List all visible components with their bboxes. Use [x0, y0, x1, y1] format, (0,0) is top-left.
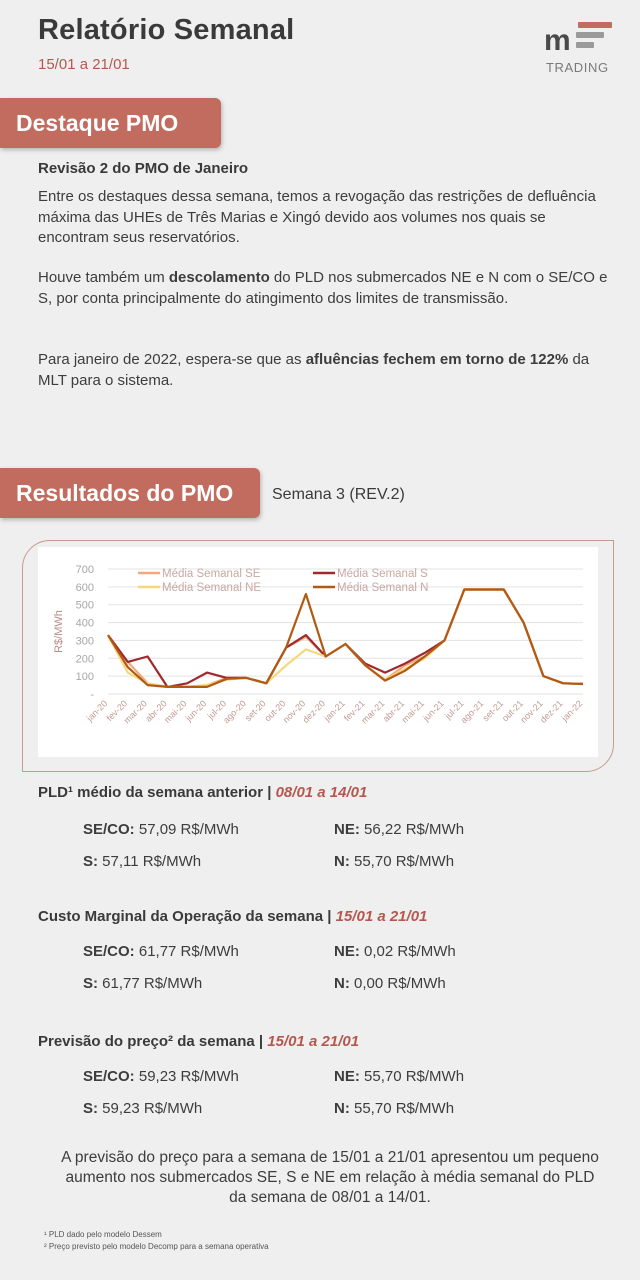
y-tick-label: 700 — [76, 564, 94, 576]
cmo-n: N: 0,00 R$/MWh — [334, 975, 446, 992]
previsao-ne: NE: 55,70 R$/MWh — [334, 1068, 465, 1085]
destaque-bold-descolamento: descolamento — [168, 269, 270, 286]
pld-chart: -100 200 300 400 500 600 700 R$/MWh jan-20 fev-20… — [38, 547, 598, 757]
trading-logo: m TRADING — [538, 18, 618, 78]
legend-label: Média Semanal N — [337, 582, 428, 594]
x-tick-label: dez-20 — [301, 698, 328, 725]
pld-chart-svg: -100200300400500600700R$/MWhjan-20fev-20… — [53, 564, 584, 726]
cmo-ne: NE: 0,02 R$/MWh — [334, 943, 456, 960]
chart-card-frame — [22, 540, 614, 772]
pld-ne: NE: 56,22 R$/MWh — [334, 821, 465, 838]
y-tick-label: 500 — [76, 600, 94, 612]
destaque-paragraph-2: Houve também um descolamento do PLD nos … — [38, 269, 608, 307]
y-tick-label: 400 — [76, 618, 94, 630]
y-axis-label: R$/MWh — [53, 610, 65, 653]
logo-mark: m — [544, 24, 571, 57]
pld-seco: SE/CO: 57,09 R$/MWh — [83, 821, 239, 838]
legend-label: Média Semanal S — [337, 568, 428, 580]
revisao-title: Revisão 2 do PMO de Janeiro — [38, 160, 249, 177]
x-tick-label: mai-20 — [162, 698, 189, 725]
destaque-paragraph-1: Entre os destaques dessa semana, temos a… — [38, 188, 596, 246]
x-tick-label: dez-21 — [538, 698, 565, 725]
logo-bar-middle — [576, 32, 604, 38]
footnote-2: ² Preço previsto pelo modelo Decomp para… — [44, 1242, 269, 1251]
footnote-1: ¹ PLD dado pelo modelo Dessem — [44, 1230, 162, 1239]
destaque-bold-afluencias: afluências fechem em torno de 122% — [305, 351, 569, 368]
y-tick-label: 600 — [76, 582, 94, 594]
legend-label: Média Semanal SE — [162, 568, 261, 580]
cmo-seco: SE/CO: 61,77 R$/MWh — [83, 943, 239, 960]
previsao-n: N: 55,70 R$/MWh — [334, 1100, 455, 1117]
legend-label: Média Semanal NE — [162, 582, 261, 594]
previsao-section-date: 15/01 a 21/01 — [267, 1033, 360, 1050]
resultados-pmo-banner: Resultados do PMO — [0, 468, 260, 518]
page-title: Relatório Semanal — [38, 14, 295, 46]
logo-bar-bottom — [576, 42, 594, 48]
logo-text: TRADING — [546, 60, 609, 75]
pld-s: S: 57,11 R$/MWh — [83, 853, 202, 870]
conclusion-text: A previsão do preço para a semana de 15/… — [61, 1149, 599, 1206]
y-tick-label: 200 — [76, 653, 94, 665]
page-subtitle: 15/01 a 21/01 — [38, 56, 130, 73]
previsao-section-title: Previsão do preço² da semana | 15/01 a 2… — [38, 1033, 360, 1050]
semana-label: Semana 3 (REV.2) — [272, 486, 405, 503]
cmo-s: S: 61,77 R$/MWh — [83, 975, 203, 992]
destaque-pmo-banner: Destaque PMO — [0, 98, 221, 148]
pld-section-title: PLD¹ médio da semana anterior | 08/01 a … — [38, 784, 368, 801]
destaque-paragraph-3: Para janeiro de 2022, espera-se que as a… — [38, 351, 590, 389]
x-tick-label: jan-20 — [84, 698, 109, 723]
x-tick-label: jun-21 — [420, 698, 445, 723]
series-line-3 — [107, 588, 584, 688]
x-tick-label: jan-21 — [321, 698, 346, 723]
cmo-section-date: 15/01 a 21/01 — [335, 908, 428, 925]
y-tick-label: - — [90, 689, 94, 701]
x-tick-label: mai-21 — [400, 698, 427, 725]
y-tick-label: 300 — [76, 635, 94, 647]
pld-n: N: 55,70 R$/MWh — [334, 853, 455, 870]
previsao-s: S: 59,23 R$/MWh — [83, 1100, 203, 1117]
logo-bar-top — [578, 22, 612, 28]
previsao-seco: SE/CO: 59,23 R$/MWh — [83, 1068, 239, 1085]
cmo-section-title: Custo Marginal da Operação da semana | 1… — [38, 908, 428, 925]
y-tick-label: 100 — [76, 671, 94, 683]
pld-section-date: 08/01 a 14/01 — [275, 784, 368, 801]
x-tick-label: jan-22 — [559, 698, 584, 723]
x-tick-label: jun-20 — [183, 698, 208, 723]
